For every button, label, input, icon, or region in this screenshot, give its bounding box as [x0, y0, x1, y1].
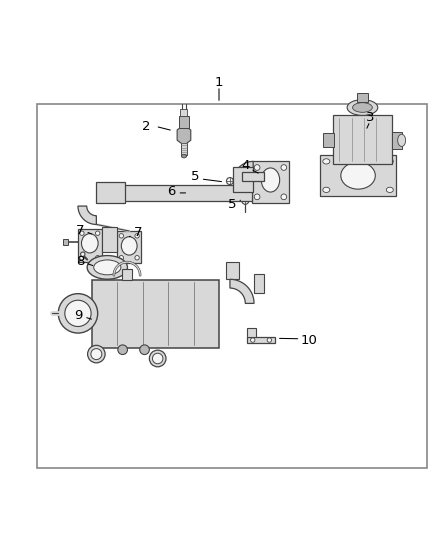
- Bar: [333, 115, 392, 164]
- Bar: [357, 93, 368, 102]
- Ellipse shape: [267, 338, 272, 342]
- Ellipse shape: [95, 231, 100, 236]
- Bar: [247, 328, 256, 337]
- Bar: [102, 227, 117, 252]
- Bar: [392, 132, 402, 149]
- Bar: [242, 172, 264, 181]
- Ellipse shape: [254, 165, 260, 171]
- Ellipse shape: [347, 100, 378, 115]
- Ellipse shape: [386, 159, 393, 164]
- Ellipse shape: [65, 300, 91, 327]
- Bar: [122, 269, 132, 280]
- Ellipse shape: [91, 349, 102, 360]
- Ellipse shape: [88, 345, 105, 363]
- Bar: [181, 142, 187, 155]
- Text: 5: 5: [191, 170, 199, 183]
- Bar: [78, 229, 102, 262]
- Bar: [254, 274, 264, 293]
- Ellipse shape: [135, 255, 139, 260]
- Bar: [96, 182, 125, 204]
- Ellipse shape: [323, 187, 330, 192]
- Text: 8: 8: [76, 255, 85, 268]
- Ellipse shape: [226, 177, 233, 184]
- Ellipse shape: [152, 353, 163, 364]
- Ellipse shape: [118, 345, 127, 354]
- Bar: [233, 167, 253, 192]
- Text: 2: 2: [142, 120, 151, 133]
- Bar: [63, 239, 68, 245]
- Ellipse shape: [80, 231, 84, 236]
- Ellipse shape: [80, 255, 84, 260]
- Text: 6: 6: [167, 184, 176, 198]
- Ellipse shape: [261, 168, 279, 192]
- Polygon shape: [233, 161, 253, 181]
- Ellipse shape: [386, 187, 393, 192]
- Ellipse shape: [323, 159, 330, 164]
- Text: 5: 5: [228, 198, 237, 211]
- Polygon shape: [78, 206, 96, 224]
- Ellipse shape: [119, 233, 124, 238]
- Ellipse shape: [254, 194, 260, 200]
- Ellipse shape: [135, 233, 139, 238]
- Text: 7: 7: [134, 227, 142, 239]
- Bar: [179, 116, 189, 128]
- Bar: [226, 262, 239, 279]
- Bar: [114, 185, 252, 201]
- Text: 4: 4: [241, 159, 250, 172]
- Polygon shape: [230, 279, 254, 303]
- Ellipse shape: [398, 134, 406, 147]
- Ellipse shape: [95, 255, 100, 260]
- Ellipse shape: [58, 294, 98, 333]
- Ellipse shape: [94, 260, 121, 275]
- Ellipse shape: [81, 252, 85, 256]
- Bar: [252, 161, 289, 203]
- Ellipse shape: [121, 237, 137, 255]
- Bar: [117, 231, 141, 263]
- Bar: [37, 104, 427, 468]
- Ellipse shape: [242, 197, 249, 204]
- Ellipse shape: [149, 350, 166, 367]
- Ellipse shape: [341, 162, 375, 189]
- Bar: [247, 337, 275, 343]
- Ellipse shape: [119, 255, 124, 260]
- Ellipse shape: [281, 165, 286, 171]
- Ellipse shape: [353, 103, 372, 112]
- Ellipse shape: [87, 255, 127, 279]
- Text: 1: 1: [215, 76, 223, 89]
- Ellipse shape: [81, 233, 98, 253]
- Text: 9: 9: [74, 309, 82, 322]
- Text: 10: 10: [300, 334, 317, 346]
- Bar: [323, 133, 334, 147]
- Ellipse shape: [140, 345, 149, 354]
- Text: 7: 7: [76, 224, 85, 237]
- Bar: [320, 155, 396, 197]
- Ellipse shape: [251, 338, 255, 342]
- Polygon shape: [177, 125, 191, 146]
- Bar: [92, 280, 219, 348]
- Ellipse shape: [281, 194, 286, 200]
- Text: 3: 3: [366, 111, 374, 124]
- Ellipse shape: [181, 155, 187, 158]
- Bar: [180, 109, 187, 116]
